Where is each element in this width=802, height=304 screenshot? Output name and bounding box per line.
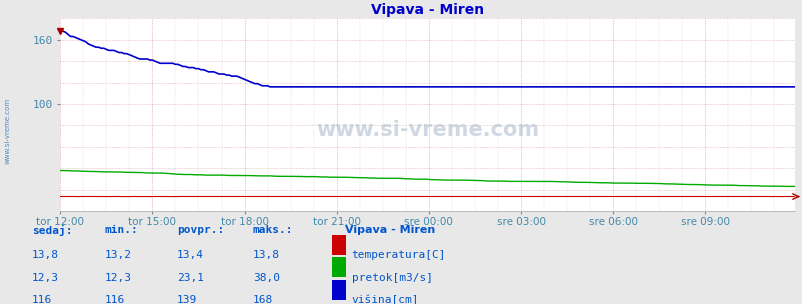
Text: višina[cm]: višina[cm]	[351, 295, 419, 304]
Text: temperatura[C]: temperatura[C]	[351, 250, 446, 260]
Text: 139: 139	[176, 295, 196, 304]
Text: 168: 168	[253, 295, 273, 304]
Text: 116: 116	[104, 295, 124, 304]
Bar	[331, 257, 346, 277]
Text: maks.:: maks.:	[253, 225, 293, 235]
Text: 116: 116	[32, 295, 52, 304]
Text: sedaj:: sedaj:	[32, 225, 72, 236]
Text: 12,3: 12,3	[32, 273, 59, 283]
Title: Vipava - Miren: Vipava - Miren	[371, 3, 484, 17]
Text: 23,1: 23,1	[176, 273, 204, 283]
Text: povpr.:: povpr.:	[176, 225, 224, 235]
Text: www.si-vreme.com: www.si-vreme.com	[316, 120, 538, 140]
Text: 12,3: 12,3	[104, 273, 132, 283]
Text: 38,0: 38,0	[253, 273, 280, 283]
Bar	[331, 280, 346, 299]
Text: min.:: min.:	[104, 225, 138, 235]
Text: Vipava - Miren: Vipava - Miren	[345, 225, 435, 235]
Text: 13,2: 13,2	[104, 250, 132, 260]
Bar	[331, 235, 346, 255]
Text: 13,4: 13,4	[176, 250, 204, 260]
Text: www.si-vreme.com: www.si-vreme.com	[5, 98, 11, 164]
Text: pretok[m3/s]: pretok[m3/s]	[351, 273, 432, 283]
Text: 13,8: 13,8	[32, 250, 59, 260]
Text: 13,8: 13,8	[253, 250, 280, 260]
